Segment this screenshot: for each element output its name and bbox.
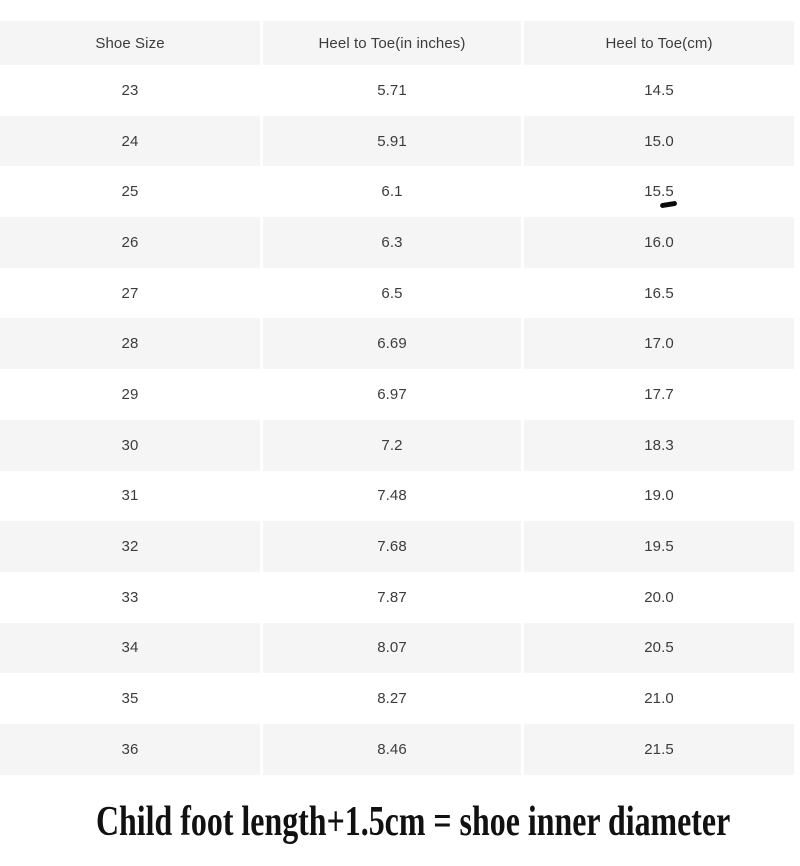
cell-shoe-size: 34 — [0, 622, 260, 674]
table-header-row: Shoe Size Heel to Toe(in inches) Heel to… — [0, 21, 794, 65]
cell-heel-to-toe-inches: 8.07 — [263, 622, 521, 674]
cell-heel-to-toe-inches: 7.48 — [377, 487, 407, 505]
cell-heel-to-toe-inches: 6.3 — [263, 217, 521, 268]
cell-heel-to-toe-cm: 20.0 — [644, 588, 674, 606]
cell-heel-to-toe-cm: 15.0 — [524, 115, 794, 167]
cell-shoe-size: 23 — [121, 81, 139, 99]
table-row: 36 8.46 21.5 — [0, 723, 794, 775]
table-row: 23 5.71 14.5 — [0, 65, 794, 116]
table-row: 28 6.69 17.0 — [0, 318, 794, 370]
table-row: 33 7.87 20.0 — [0, 572, 794, 623]
cell-heel-to-toe-inches: 7.87 — [377, 588, 407, 606]
footer-note: Child foot length+1.5cm = shoe inner dia… — [96, 799, 731, 845]
table-row: 32 7.68 19.5 — [0, 521, 794, 572]
cell-shoe-size: 32 — [0, 521, 260, 572]
cell-heel-to-toe-cm: 15.5 — [644, 183, 674, 201]
cell-heel-to-toe-cm: 19.0 — [644, 487, 674, 505]
table-row: 29 6.97 17.7 — [0, 369, 794, 420]
column-header-shoe-size: Shoe Size — [0, 21, 260, 65]
table-row: 25 6.1 15.5 — [0, 166, 794, 217]
table-row: 35 8.27 21.0 — [0, 673, 794, 724]
cell-heel-to-toe-cm: 21.0 — [644, 690, 674, 708]
cell-heel-to-toe-inches: 7.68 — [263, 521, 521, 572]
cell-heel-to-toe-cm: 14.5 — [644, 81, 674, 99]
column-header-heel-to-toe-cm: Heel to Toe(cm) — [524, 21, 794, 65]
cell-heel-to-toe-cm: 20.5 — [524, 622, 794, 674]
column-header-heel-to-toe-inches: Heel to Toe(in inches) — [263, 21, 521, 65]
cell-shoe-size: 28 — [0, 318, 260, 370]
cell-heel-to-toe-cm: 21.5 — [524, 723, 794, 775]
cell-heel-to-toe-cm: 18.3 — [524, 419, 794, 471]
table-row: 27 6.5 16.5 — [0, 268, 794, 319]
table-body: 23 5.71 14.5 24 5.91 15.0 25 6.1 15.5 26… — [0, 65, 794, 775]
cell-heel-to-toe-cm: 16.0 — [524, 217, 794, 268]
cell-shoe-size: 25 — [121, 183, 139, 201]
table-row: 34 8.07 20.5 — [0, 622, 794, 674]
cell-heel-to-toe-inches: 6.1 — [381, 183, 403, 201]
cell-heel-to-toe-cm: 17.0 — [524, 318, 794, 370]
cell-shoe-size: 31 — [121, 487, 139, 505]
cell-shoe-size: 24 — [0, 115, 260, 167]
cell-shoe-size: 27 — [121, 284, 139, 302]
cell-shoe-size: 33 — [121, 588, 139, 606]
cell-heel-to-toe-inches: 8.27 — [377, 690, 407, 708]
cell-heel-to-toe-inches: 6.5 — [381, 284, 403, 302]
table-row: 24 5.91 15.0 — [0, 115, 794, 167]
table-row: 30 7.2 18.3 — [0, 419, 794, 471]
shoe-size-table: Shoe Size Heel to Toe(in inches) Heel to… — [0, 21, 794, 775]
cell-heel-to-toe-inches: 5.71 — [377, 81, 407, 99]
cell-heel-to-toe-inches: 6.69 — [263, 318, 521, 370]
cell-heel-to-toe-cm: 16.5 — [644, 284, 674, 302]
cell-shoe-size: 35 — [121, 690, 139, 708]
cell-shoe-size: 26 — [0, 217, 260, 268]
cell-shoe-size: 30 — [0, 419, 260, 471]
cell-heel-to-toe-inches: 6.97 — [377, 385, 407, 403]
cell-heel-to-toe-inches: 5.91 — [263, 115, 521, 167]
cell-heel-to-toe-inches: 8.46 — [263, 723, 521, 775]
cell-shoe-size: 29 — [121, 385, 139, 403]
table-row: 26 6.3 16.0 — [0, 217, 794, 268]
cell-heel-to-toe-cm: 17.7 — [644, 385, 674, 403]
cell-shoe-size: 36 — [0, 723, 260, 775]
cell-heel-to-toe-inches: 7.2 — [263, 419, 521, 471]
cell-heel-to-toe-cm: 19.5 — [524, 521, 794, 572]
table-row: 31 7.48 19.0 — [0, 471, 794, 522]
